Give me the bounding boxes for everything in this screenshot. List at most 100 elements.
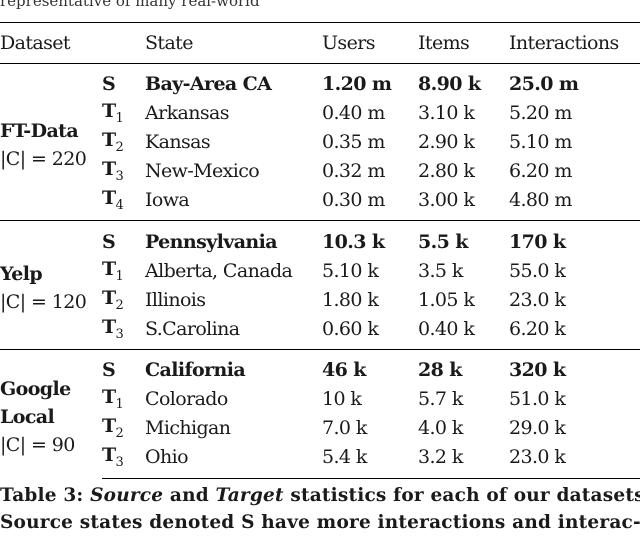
table-row: T3 Ohio 5.4 k 3.2 k 23.0 k (0, 442, 640, 479)
state-cell: Kansas (145, 131, 211, 154)
interactions-cell: 6.20 m (509, 160, 572, 183)
dataset-name-line1: Google (0, 378, 71, 401)
interactions-cell: 6.20 k (509, 317, 566, 340)
state-cell: Illinois (145, 288, 206, 311)
role-cell: T2 (102, 286, 124, 313)
table-row: T1 Colorado 10 k 5.7 k 51.0 k (0, 385, 640, 414)
table-row: T2 Michigan 7.0 k 4.0 k 29.0 k (0, 414, 640, 443)
dataset-name-line2: Local (0, 406, 55, 429)
state-cell: Michigan (145, 417, 231, 440)
state-cell: Ohio (145, 442, 322, 479)
interactions-cell: 25.0 m (509, 73, 579, 96)
role-cell: T4 (102, 187, 124, 213)
dataset-count: |C| = 220 (0, 148, 87, 171)
items-cell: 2.90 k (418, 131, 475, 154)
dataset-count: |C| = 90 (0, 434, 75, 457)
users-cell: 0.60 k (322, 317, 379, 340)
state-cell: Colorado (145, 388, 228, 411)
dataset-cell-yelp: Yelp |C| = 120 (0, 220, 102, 350)
items-cell: 5.7 k (418, 388, 463, 411)
items-cell: 1.05 k (418, 288, 475, 311)
table-row: T2 Illinois 1.80 k 1.05 k 23.0 k (0, 285, 640, 314)
items-cell: 3.00 k (418, 189, 475, 211)
table-row: T1 Arkansas 0.40 m 3.10 k 5.20 m (0, 99, 640, 128)
caption-line-1: Table 3: Source and Target statistics fo… (0, 485, 640, 506)
dataset-cell-ft-data: FT-Data |C| = 220 (0, 64, 102, 221)
interactions-cell: 4.80 m (509, 189, 572, 211)
users-cell: 10 k (322, 388, 362, 411)
users-cell: 5.10 k (322, 259, 379, 282)
items-cell: 5.5 k (418, 220, 509, 257)
items-cell: 2.80 k (418, 160, 475, 183)
header-dataset: Dataset (0, 22, 102, 64)
table-row: T3 S.Carolina 0.60 k 0.40 k 6.20 k (0, 314, 640, 349)
interactions-cell: 29.0 k (509, 417, 566, 440)
state-cell: California (145, 349, 322, 385)
interactions-cell: 51.0 k (509, 388, 566, 411)
items-cell: 3.5 k (418, 259, 463, 282)
header-role (102, 22, 145, 64)
dataset-cell-google-local: Google Local |C| = 90 (0, 349, 102, 479)
users-cell: 1.80 k (322, 288, 379, 311)
items-cell: 0.40 k (418, 317, 475, 340)
users-cell: 0.30 m (322, 189, 385, 211)
dataset-name: Yelp (0, 263, 43, 286)
state-cell: Bay-Area CA (145, 73, 272, 96)
role-cell: S (102, 220, 145, 257)
items-cell: 28 k (418, 349, 509, 385)
table-header-row: Dataset State Users Items Interactions (0, 22, 640, 64)
users-cell: 0.40 m (322, 102, 385, 125)
caption-line-2: Source states denoted S have more intera… (0, 512, 640, 533)
users-cell: 46 k (322, 349, 418, 385)
items-cell: 8.90 k (418, 73, 481, 96)
role-cell: T1 (102, 257, 124, 284)
dataset-count: |C| = 120 (0, 291, 87, 314)
interactions-cell: 5.20 m (509, 102, 572, 125)
users-cell: 1.20 m (322, 73, 392, 96)
interactions-cell: 23.0 k (509, 288, 566, 311)
state-cell: S.Carolina (145, 317, 240, 340)
state-cell: New-Mexico (145, 160, 260, 183)
role-cell: T3 (102, 158, 124, 185)
role-cell: T2 (102, 129, 124, 156)
role-cell: S (102, 73, 116, 96)
table-row: Google Local |C| = 90 S California 46 k … (0, 349, 640, 479)
interactions-cell: 5.10 m (509, 131, 572, 154)
state-cell: Arkansas (145, 102, 230, 125)
role-cell: T2 (102, 415, 124, 442)
header-items: Items (418, 22, 509, 64)
preceding-text-snippet: representative of many real-world (0, 0, 260, 10)
role-cell: T1 (102, 386, 124, 413)
header-state: State (145, 22, 322, 64)
dataset-statistics-table: Dataset State Users Items Interactions F… (0, 22, 640, 479)
users-cell: 0.32 m (322, 160, 385, 183)
table-row: T4 Iowa 0.30 m 3.00 k 4.80 m (0, 186, 640, 221)
role-cell: T1 (102, 100, 124, 127)
table-row: Yelp |C| = 120 S Pennsylvania 10.3 k 5.5… (0, 220, 640, 350)
table-row: FT-Data |C| = 220 S Bay-Area CA 1.20 m 8… (0, 64, 640, 170)
items-cell: 4.0 k (418, 417, 463, 440)
users-cell: 7.0 k (322, 417, 367, 440)
state-cell: Iowa (145, 189, 190, 211)
role-cell: S (102, 349, 145, 385)
interactions-cell: 320 k (509, 349, 640, 385)
items-cell: 3.10 k (418, 102, 475, 125)
dataset-name: FT-Data (0, 120, 79, 143)
table-row: T3 New-Mexico 0.32 m 2.80 k 6.20 m (0, 157, 640, 186)
state-cell: Pennsylvania (145, 220, 322, 257)
items-cell: 3.2 k (418, 442, 509, 479)
interactions-cell: 55.0 k (509, 259, 566, 282)
interactions-cell: 23.0 k (509, 442, 640, 479)
users-cell: 5.4 k (322, 442, 418, 479)
table-caption: Table 3: Source and Target statistics fo… (0, 482, 640, 536)
interactions-cell: 170 k (509, 220, 640, 257)
users-cell: 10.3 k (322, 220, 418, 257)
state-cell: Alberta, Canada (145, 259, 293, 282)
users-cell: 0.35 m (322, 131, 385, 154)
role-cell: T3 (102, 442, 145, 479)
header-users: Users (322, 22, 418, 64)
table-row: T2 Kansas 0.35 m 2.90 k 5.10 m (0, 128, 640, 157)
role-cell: T3 (102, 315, 124, 342)
table-row: T1 Alberta, Canada 5.10 k 3.5 k 55.0 k (0, 256, 640, 285)
header-interactions: Interactions (509, 22, 640, 64)
